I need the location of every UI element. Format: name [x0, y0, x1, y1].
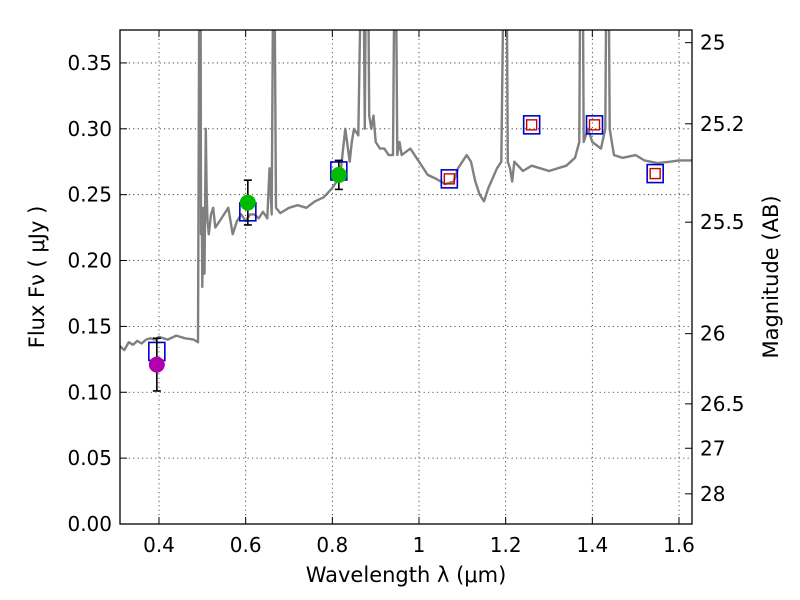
y-tick-label: 0.10 [67, 380, 112, 404]
x-axis-label: Wavelength λ (μm) [306, 563, 507, 587]
y2-tick-label: 25.2 [700, 112, 745, 136]
photometry-markers [148, 115, 664, 392]
model-spectrum [120, 30, 692, 352]
plot-frame [119, 29, 693, 525]
upper-limit-square [588, 119, 601, 131]
y-tick-label: 0.20 [67, 249, 112, 273]
x-tick-label: 0.8 [316, 533, 348, 557]
detection-point [330, 166, 347, 183]
axis-ticks [120, 30, 692, 525]
x-tick-label: 1.2 [490, 533, 522, 557]
x-tick-label: 1.6 [663, 533, 695, 557]
y2-axis-label: Magnitude (AB) [759, 195, 783, 358]
x-tick-label: 1 [413, 533, 426, 557]
detection-point [239, 194, 256, 211]
y2-tick-label: 26.5 [700, 392, 745, 416]
tick-labels: 0.4 0.6 0.8 1 1.2 1.4 1.6 0.00 0.05 0.10 0.15 0.20 0… [67, 31, 744, 557]
detection-point [148, 356, 165, 373]
upper-limit-square [443, 173, 456, 185]
y-tick-label: 0.00 [67, 512, 112, 536]
upper-limit-square [649, 167, 661, 180]
model-band-square [440, 169, 459, 189]
y2-tick-label: 25 [700, 31, 725, 55]
y-tick-label: 0.15 [67, 314, 112, 338]
model-band-square [522, 115, 541, 135]
y-tick-label: 0.35 [67, 51, 112, 75]
y-axis-label: Flux Fν ( μJy ) [25, 206, 49, 349]
x-tick-label: 0.4 [143, 533, 175, 557]
y2-tick-label: 28 [700, 482, 725, 506]
y2-tick-label: 25.5 [700, 210, 745, 234]
x-tick-label: 0.6 [230, 533, 262, 557]
x-tick-label: 1.4 [576, 533, 608, 557]
y2-tick-label: 27 [700, 436, 725, 460]
y-tick-label: 0.25 [67, 183, 112, 207]
model-band-square [585, 115, 604, 135]
upper-limit-square [525, 119, 538, 131]
y2-tick-label: 26 [700, 322, 725, 346]
y-tick-label: 0.30 [67, 117, 112, 141]
y-tick-label: 0.05 [67, 446, 112, 470]
spectrum-line [120, 30, 692, 352]
model-band-square [646, 163, 664, 184]
